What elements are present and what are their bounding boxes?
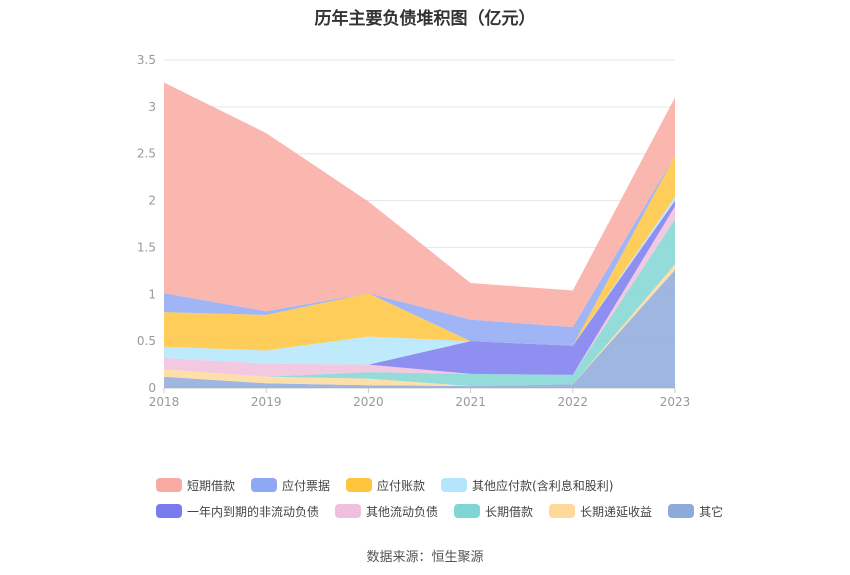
legend-item[interactable]: 长期递延收益: [549, 503, 652, 520]
legend-swatch: [549, 504, 576, 518]
legend-label: 短期借款: [187, 478, 236, 493]
legend-label: 应付票据: [282, 478, 331, 493]
y-tick-label: 2.5: [137, 147, 156, 161]
x-tick-label: 2021: [455, 395, 486, 409]
x-tick-label: 2022: [558, 395, 589, 409]
stacked-area-chart: 0 0.5 1 1.5 2 2.5 3 3.5 2018 2019 2020 2021 2022 2023: [137, 53, 690, 409]
legend-label: 长期借款: [485, 504, 534, 519]
legend-item[interactable]: 其他流动负债: [335, 503, 438, 520]
legend-label: 一年内到期的非流动负债: [187, 504, 320, 519]
legend-swatch: [156, 504, 182, 518]
legend-item[interactable]: 应付账款: [346, 477, 425, 494]
legend-label: 其他应付款(含利息和股利): [472, 478, 614, 493]
y-tick-label: 3.5: [137, 53, 156, 67]
chart-title: 历年主要负债堆积图（亿元）: [314, 9, 536, 29]
area-其它[interactable]: [164, 269, 675, 388]
legend-label: 长期递延收益: [580, 504, 653, 519]
x-tick-label: 2023: [660, 395, 691, 409]
legend-swatch: [156, 478, 182, 492]
y-tick-label: 0: [148, 381, 156, 395]
area-短期借款[interactable]: [164, 82, 675, 328]
legend-item[interactable]: 短期借款: [156, 477, 235, 494]
legend-item[interactable]: 其它: [668, 503, 723, 520]
legend-item[interactable]: 长期借款: [454, 503, 533, 520]
legend-label: 其他流动负债: [366, 504, 439, 519]
y-tick-label: 0.5: [137, 334, 156, 348]
axes: 0 0.5 1 1.5 2 2.5 3 3.5 2018 2019 2020 2021 2022 2023: [137, 53, 690, 409]
legend-row: 一年内到期的非流动负债 其他流动负债 长期借款 长期递延收益 其它: [156, 498, 756, 524]
legend-label: 其它: [699, 504, 724, 519]
legend-swatch: [335, 504, 362, 518]
legend-row: 短期借款 应付票据 应付账款 其他应付款(含利息和股利): [156, 472, 756, 498]
legend-item[interactable]: 应付票据: [251, 477, 330, 494]
y-tick-label: 1: [148, 287, 156, 301]
legend-label: 应付账款: [377, 478, 426, 493]
area-series: [164, 82, 675, 388]
area-应付账款[interactable]: [164, 155, 675, 351]
x-tick-label: 2019: [251, 395, 282, 409]
x-tick-label: 2018: [149, 395, 180, 409]
legend-swatch: [454, 504, 481, 518]
y-tick-label: 2: [148, 194, 156, 208]
data-source-note: 数据来源：恒生聚源: [366, 550, 484, 565]
legend: 短期借款 应付票据 应付账款 其他应付款(含利息和股利) 一年内到期的非流动负债 其他流…: [156, 472, 756, 524]
y-tick-label: 1.5: [137, 240, 156, 254]
legend-swatch: [346, 478, 373, 492]
area-应付票据[interactable]: [164, 155, 675, 346]
legend-swatch: [441, 478, 468, 492]
legend-swatch: [251, 478, 278, 492]
y-tick-label: 3: [148, 100, 156, 114]
legend-item[interactable]: 一年内到期的非流动负债: [156, 503, 319, 520]
x-tick-label: 2020: [353, 395, 384, 409]
legend-swatch: [668, 504, 695, 518]
legend-item[interactable]: 其他应付款(含利息和股利): [441, 477, 613, 494]
area-长期递延收益[interactable]: [164, 264, 675, 387]
